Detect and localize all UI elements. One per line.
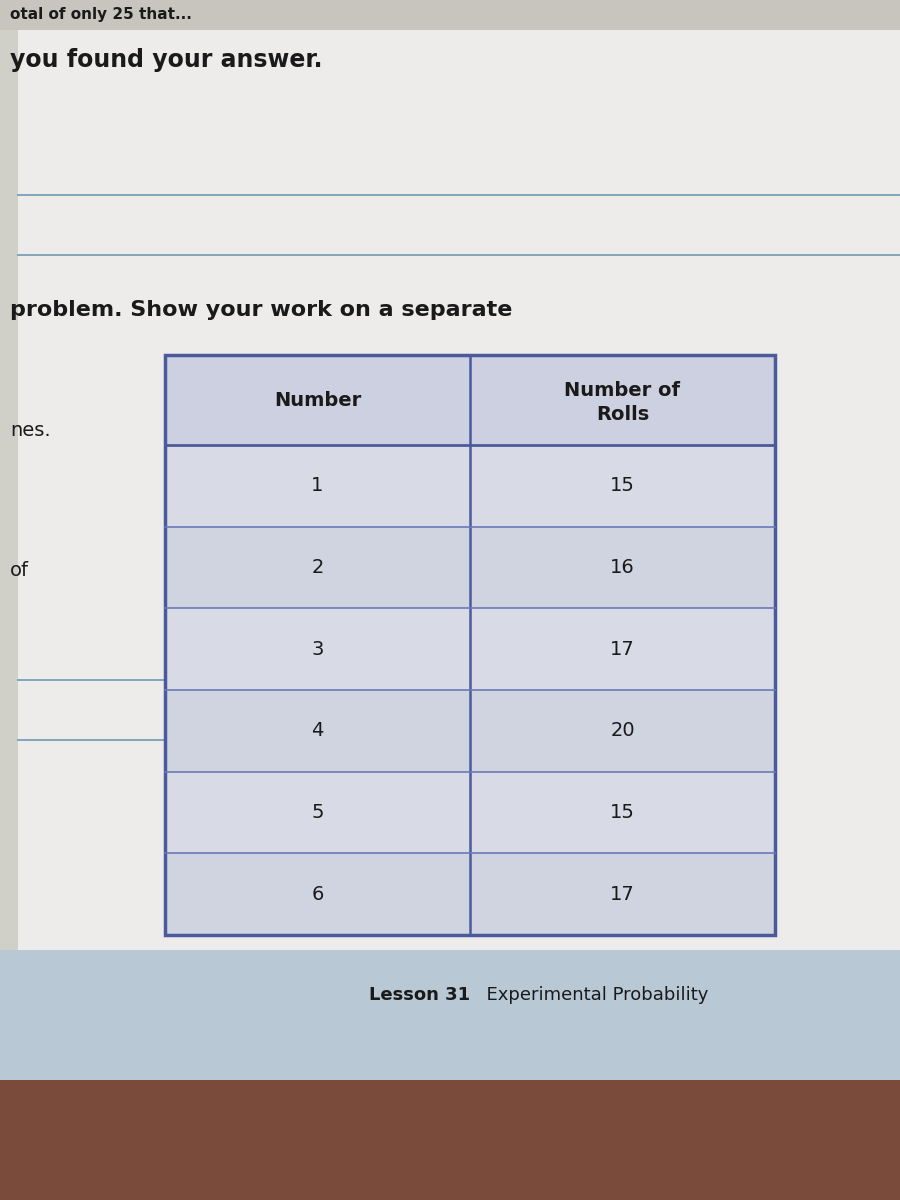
Polygon shape [0,950,900,1080]
Text: of: of [10,560,29,580]
Polygon shape [165,608,775,690]
Text: 4: 4 [311,721,324,740]
Text: Number: Number [274,390,361,409]
Text: 20: 20 [610,721,634,740]
Text: you found your answer.: you found your answer. [10,48,322,72]
Polygon shape [0,0,900,30]
Text: Number of: Number of [564,380,680,400]
Polygon shape [165,690,775,772]
Polygon shape [165,355,775,445]
Polygon shape [165,527,775,608]
Text: 17: 17 [610,884,634,904]
Text: Rolls: Rolls [596,404,649,424]
Text: 15: 15 [610,476,634,496]
Text: 5: 5 [311,803,324,822]
Polygon shape [0,0,900,950]
Polygon shape [165,772,775,853]
Text: nes.: nes. [10,420,50,439]
Polygon shape [0,0,18,950]
Polygon shape [165,445,775,527]
Text: otal of only 25 that...: otal of only 25 that... [10,7,192,23]
Polygon shape [165,853,775,935]
Text: 16: 16 [610,558,634,577]
Text: 6: 6 [311,884,324,904]
Bar [165,355,775,935]
Text: 15: 15 [610,803,634,822]
Polygon shape [0,1080,900,1200]
Text: problem. Show your work on a separate: problem. Show your work on a separate [10,300,512,320]
Text: Experimental Probability: Experimental Probability [475,986,708,1004]
Text: 17: 17 [610,640,634,659]
Polygon shape [165,355,775,935]
Text: 1: 1 [311,476,324,496]
Text: Lesson 31: Lesson 31 [369,986,470,1004]
Text: 3: 3 [311,640,324,659]
Text: 2: 2 [311,558,324,577]
